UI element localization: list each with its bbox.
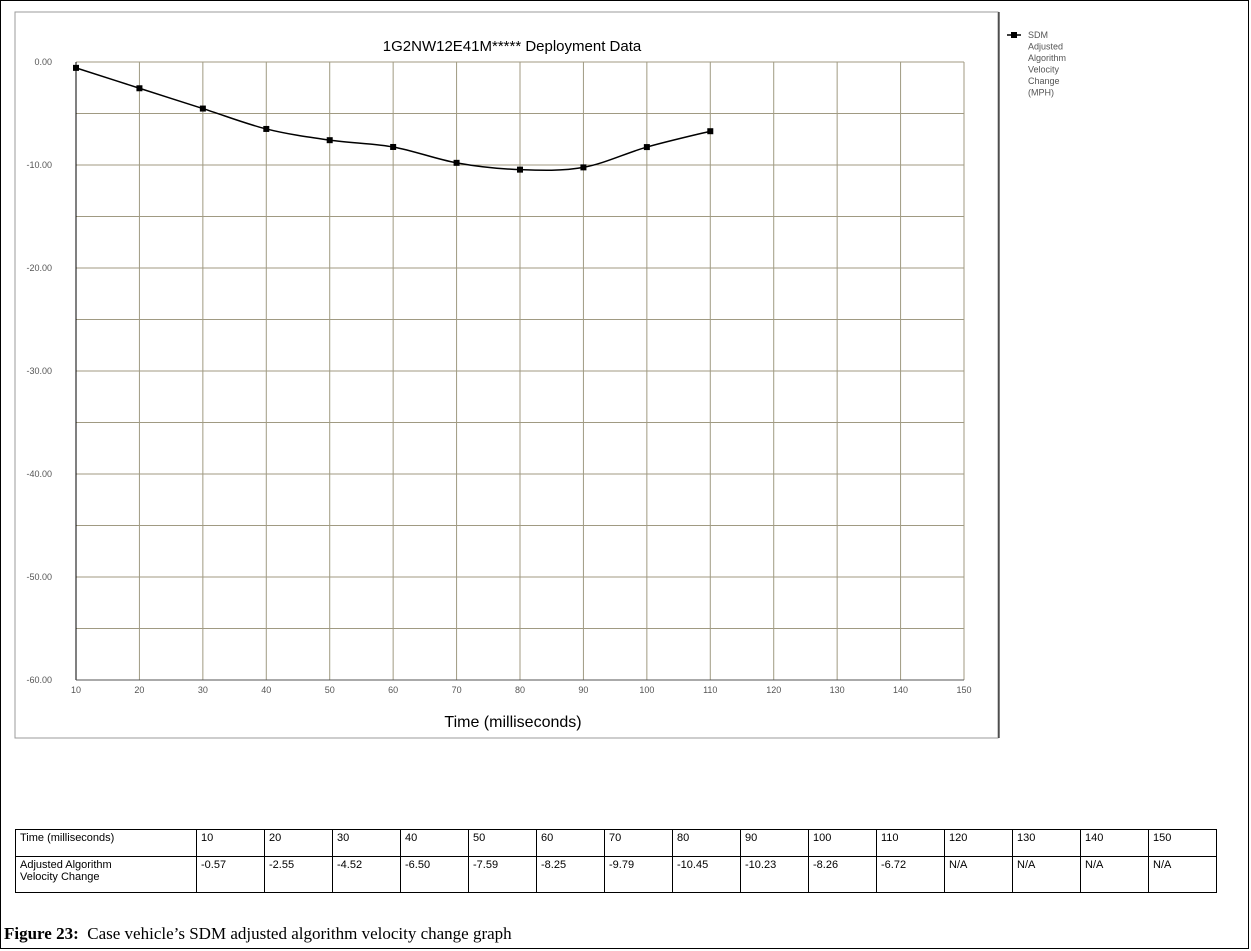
data-point xyxy=(453,159,460,166)
x-tick-label: 130 xyxy=(830,685,845,695)
table-cell: -10.45 xyxy=(672,856,741,893)
x-tick-label: 110 xyxy=(703,685,717,695)
table-row: Time (milliseconds) 10 20 30 40 50 60 70 80 90 100… xyxy=(15,829,1217,857)
table-cell: -8.25 xyxy=(536,856,605,893)
y-tick-label: -60.00 xyxy=(26,675,52,685)
table-cell: 30 xyxy=(332,829,401,857)
data-point xyxy=(73,64,79,71)
table-cell: N/A xyxy=(1012,856,1081,893)
x-tick-label: 60 xyxy=(388,685,398,695)
y-tick-label: -10.00 xyxy=(26,160,52,170)
y-tick-label: -30.00 xyxy=(26,366,52,376)
series-markers xyxy=(73,64,714,173)
data-point xyxy=(643,144,650,151)
x-tick-label: 150 xyxy=(956,685,971,695)
table-cell: 80 xyxy=(672,829,741,857)
figure-caption: Figure 23: Case vehicle’s SDM adjusted a… xyxy=(4,924,512,944)
table-cell: -0.57 xyxy=(196,856,265,893)
table-cell: -9.79 xyxy=(604,856,673,893)
x-axis-ticks: 10 20 30 40 50 60 70 80 90 100 110 120 130 140 150 xyxy=(71,685,972,695)
x-tick-label: 70 xyxy=(452,685,462,695)
data-point xyxy=(199,105,206,112)
legend-text-line: (MPH) xyxy=(1028,88,1054,98)
data-point xyxy=(707,128,714,135)
table-cell: -2.55 xyxy=(264,856,333,893)
table-cell: 90 xyxy=(740,829,809,857)
table-cell: -10.23 xyxy=(740,856,809,893)
y-tick-label: -50.00 xyxy=(26,572,52,582)
caption-text: Case vehicle’s SDM adjusted algorithm ve… xyxy=(87,924,512,943)
chart-grid xyxy=(75,61,965,681)
chart-title: 1G2NW12E41M***** Deployment Data xyxy=(383,38,642,55)
table-cell: 10 xyxy=(196,829,265,857)
table-cell: 140 xyxy=(1080,829,1149,857)
caption-label: Figure 23: xyxy=(4,924,79,943)
table-cell: 60 xyxy=(536,829,605,857)
table-cell: -6.50 xyxy=(400,856,469,893)
x-tick-label: 40 xyxy=(261,685,271,695)
data-point xyxy=(580,164,587,171)
y-tick-label: -40.00 xyxy=(26,469,52,479)
row-header-line: Velocity Change xyxy=(20,871,100,883)
table-cell: 100 xyxy=(808,829,877,857)
table-row: Adjusted Algorithm Velocity Change -0.57 -2… xyxy=(15,856,1217,893)
data-table: Time (milliseconds) 10 20 30 40 50 60 70 80 90 100… xyxy=(15,829,1217,893)
x-tick-label: 100 xyxy=(639,685,654,695)
x-tick-label: 10 xyxy=(71,685,81,695)
legend-text-line: Change xyxy=(1028,76,1060,86)
x-tick-label: 50 xyxy=(325,685,335,695)
data-point xyxy=(136,85,143,92)
y-tick-label: -20.00 xyxy=(26,263,52,273)
legend-text-line: Adjusted xyxy=(1028,42,1063,52)
x-axis-label: Time (milliseconds) xyxy=(444,714,581,731)
data-point xyxy=(390,143,397,150)
table-cell: -8.26 xyxy=(808,856,877,893)
legend-text-line: SDM xyxy=(1028,30,1048,40)
x-tick-label: 120 xyxy=(766,685,781,695)
data-point xyxy=(326,137,333,144)
table-cell: -4.52 xyxy=(332,856,401,893)
row-header-line: Adjusted Algorithm xyxy=(20,859,112,871)
table-cell: 20 xyxy=(264,829,333,857)
chart-border xyxy=(14,11,999,739)
table-cell: 150 xyxy=(1148,829,1217,857)
x-tick-label: 90 xyxy=(578,685,588,695)
legend-text-line: Algorithm xyxy=(1028,53,1066,63)
table-cell: 40 xyxy=(400,829,469,857)
x-tick-label: 30 xyxy=(198,685,208,695)
table-row-header: Adjusted Algorithm Velocity Change xyxy=(15,856,197,893)
table-row-header: Time (milliseconds) xyxy=(15,829,197,857)
table-cell: -6.72 xyxy=(876,856,945,893)
table-cell: 130 xyxy=(1012,829,1081,857)
table-cell: N/A xyxy=(1148,856,1217,893)
legend-marker-swatch xyxy=(1011,32,1017,38)
x-tick-label: 140 xyxy=(893,685,908,695)
table-cell: N/A xyxy=(944,856,1013,893)
table-cell: 120 xyxy=(944,829,1013,857)
table-cell: -7.59 xyxy=(468,856,537,893)
data-point xyxy=(263,125,270,132)
table-cell: N/A xyxy=(1080,856,1149,893)
legend-text-line: Velocity xyxy=(1028,65,1060,75)
table-cell: 70 xyxy=(604,829,673,857)
y-axis-ticks: 0.00 -10.00 -20.00 -30.00 -40.00 -50.00 -60.00 xyxy=(26,57,52,685)
chart: 0.00 -10.00 -20.00 -30.00 -40.00 -50.00 -60.00… xyxy=(14,11,1066,739)
table-cell: 110 xyxy=(876,829,945,857)
x-tick-label: 20 xyxy=(134,685,144,695)
data-point xyxy=(517,166,523,173)
x-tick-label: 80 xyxy=(515,685,525,695)
y-tick-label: 0.00 xyxy=(34,57,52,67)
table-cell: 50 xyxy=(468,829,537,857)
